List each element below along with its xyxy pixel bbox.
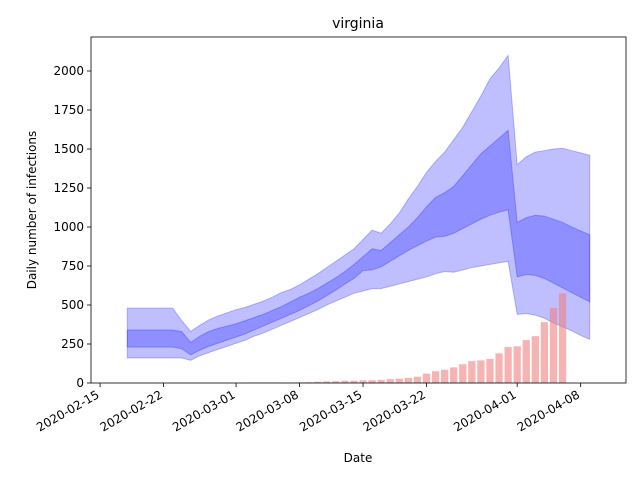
bar bbox=[432, 371, 439, 383]
bar bbox=[504, 347, 511, 383]
bar bbox=[495, 353, 502, 383]
chart-title: virginia bbox=[332, 16, 384, 32]
bar bbox=[368, 380, 375, 383]
x-axis-label: Date bbox=[344, 451, 373, 465]
bar bbox=[477, 360, 484, 383]
x-tick-label: 2020-02-15 bbox=[34, 387, 101, 434]
x-tick-label: 2020-03-08 bbox=[234, 387, 301, 434]
bar bbox=[514, 346, 521, 383]
bar bbox=[541, 322, 548, 383]
y-tick-label: 1000 bbox=[53, 220, 84, 234]
bar bbox=[405, 378, 412, 383]
y-tick-label: 500 bbox=[61, 298, 84, 312]
y-tick-label: 750 bbox=[61, 259, 84, 273]
y-tick-label: 250 bbox=[61, 337, 84, 351]
x-tick-label: 2020-03-22 bbox=[361, 387, 428, 434]
x-tick-label: 2020-04-08 bbox=[515, 387, 582, 434]
y-tick-label: 1750 bbox=[53, 103, 84, 117]
x-tick-label: 2020-03-15 bbox=[297, 387, 364, 434]
y-axis-label: Daily number of infections bbox=[25, 131, 39, 290]
bar bbox=[378, 380, 385, 383]
y-tick-label: 2000 bbox=[53, 64, 84, 78]
y-tick-label: 1250 bbox=[53, 181, 84, 195]
bar bbox=[387, 379, 394, 383]
bar bbox=[459, 364, 466, 383]
bar bbox=[486, 359, 493, 383]
y-tick-label: 0 bbox=[76, 376, 84, 390]
bar bbox=[559, 293, 566, 383]
bar bbox=[441, 370, 448, 383]
bar bbox=[396, 379, 403, 383]
bar bbox=[550, 308, 557, 383]
y-tick-label: 1500 bbox=[53, 142, 84, 156]
confidence-band bbox=[127, 55, 589, 360]
bar bbox=[532, 336, 539, 383]
bar bbox=[523, 340, 530, 383]
x-tick-label: 2020-04-01 bbox=[451, 387, 518, 434]
bar bbox=[423, 374, 430, 383]
x-tick-label: 2020-03-01 bbox=[170, 387, 237, 434]
bar bbox=[450, 367, 457, 383]
bar bbox=[414, 377, 421, 383]
x-tick-label: 2020-02-22 bbox=[98, 387, 165, 434]
bar bbox=[468, 361, 475, 383]
